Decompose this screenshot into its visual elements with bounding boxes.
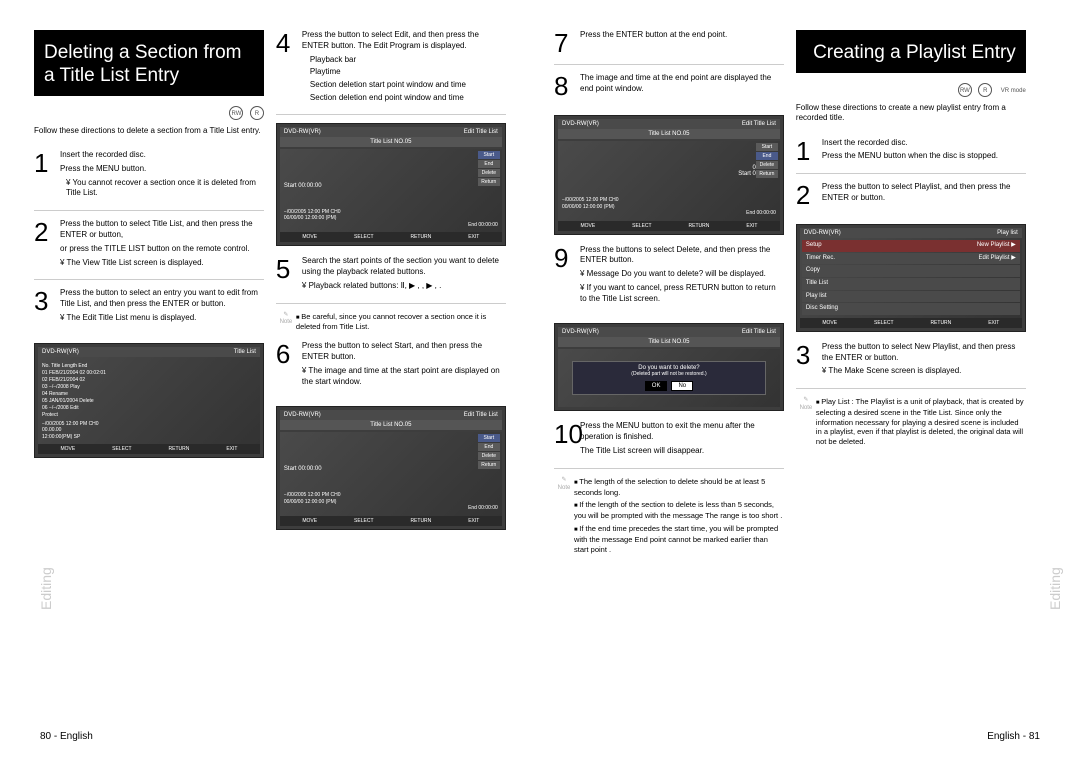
disc-icon-r: R [250, 106, 264, 120]
step-text: Press the button to select Start, and th… [302, 341, 506, 363]
step-7: 7 Press the ENTER button at the end poin… [554, 30, 784, 65]
step-1: 1 Insert the recorded disc. Press the ME… [34, 150, 264, 211]
intro-right: Follow these directions to create a new … [796, 103, 1026, 124]
step-text: Press the MENU button when the disc is s… [822, 151, 1026, 162]
pencil-icon: ✎ [796, 397, 816, 405]
step-note: ¥ The View Title List screen is displaye… [60, 258, 264, 269]
menu-row: Play list [802, 291, 1020, 303]
step-text: Press the button to select Edit, and the… [302, 30, 506, 52]
step-num: 4 [276, 30, 302, 56]
step-3: 3 Press the button to select an entry yo… [34, 288, 264, 334]
step-text: Press the buttons to select Delete, and … [580, 245, 784, 267]
step-text: Insert the recorded disc. [60, 150, 264, 161]
vr-mode-label: VR mode [1001, 88, 1026, 94]
disc-icon-rw: RW [229, 106, 243, 120]
col-4: Creating a Playlist Entry RW R VR mode F… [790, 30, 1032, 456]
step-note: ¥ If you want to cancel, press RETURN bu… [580, 283, 784, 305]
page-81: Editing 7 Press the ENTER button at the … [540, 30, 1060, 742]
step-4: 4 Press the button to select Edit, and t… [276, 30, 506, 115]
screenshot-edit-end: DVD-RW(VR) Edit Title List Title List NO… [554, 115, 784, 235]
intro-left: Follow these directions to delete a sect… [34, 126, 264, 136]
note-text: Play List : The Playlist is a unit of pl… [816, 397, 1026, 447]
section-title-right: Creating a Playlist Entry [796, 30, 1026, 73]
note-bottom: ✎Note The length of the selection to del… [554, 477, 784, 557]
step-text: Press the ENTER button at the end point. [580, 30, 784, 41]
step-bullet: Section deletion start point window and … [302, 80, 506, 91]
page-number-left: 80 - English [40, 731, 93, 742]
disc-icon-rw: RW [958, 83, 972, 97]
page-80: Editing Deleting a Section from a Title … [20, 30, 540, 742]
step-note: ¥ The Make Scene screen is displayed. [822, 366, 1026, 377]
note-text: If the length of the section to delete i… [574, 500, 784, 521]
col-1: Deleting a Section from a Title List Ent… [28, 30, 270, 468]
step-2: 2 Press the button to select Title List,… [34, 219, 264, 280]
step-bullet: Playtime [302, 67, 506, 78]
step-bullet: Playback bar [302, 55, 506, 66]
step-text: Press the button to select Title List, a… [60, 219, 264, 241]
step-note: ¥ Playback related buttons: Ⅱ, ▶ , , ▶ ,… [302, 281, 506, 292]
ok-button[interactable]: OK [645, 381, 668, 391]
pencil-icon: ✎ [554, 477, 574, 485]
step-10: 10 Press the MENU button to exit the men… [554, 421, 784, 468]
ss-table: No. Title Length End 01 FEB/21/2004 02 0… [42, 363, 256, 419]
screenshot-title-list: DVD-RW(VR) Title List No. Title Length E… [34, 343, 264, 459]
menu-row: Timer Rec.Edit Playlist ▶ [802, 253, 1020, 265]
step-6: 6 Press the button to select Start, and … [276, 341, 506, 398]
menu-row: Disc Setting [802, 303, 1020, 315]
col-3: 7 Press the ENTER button at the end poin… [548, 30, 790, 563]
step-r1: 1 Insert the recorded disc. Press the ME… [796, 138, 1026, 175]
pencil-icon: ✎ [276, 312, 296, 320]
step-5: 5 Search the start points of the section… [276, 256, 506, 303]
step-note: ¥ The Edit Title List menu is displayed. [60, 313, 264, 324]
step-num: 1 [34, 150, 60, 176]
menu-row: Title List [802, 278, 1020, 290]
section-title-left: Deleting a Section from a Title List Ent… [34, 30, 264, 96]
step-bullet: Section deletion end point window and ti… [302, 93, 506, 104]
no-button[interactable]: No [671, 381, 693, 391]
page-number-right: English - 81 [987, 731, 1040, 742]
step-text: The image and time at the end point are … [580, 73, 784, 95]
step-8: 8 The image and time at the end point ar… [554, 73, 784, 107]
step-text: Insert the recorded disc. [822, 138, 1026, 149]
note-text: If the end time precedes the start time,… [574, 524, 784, 554]
screenshot-playlist: DVD-RW(VR) Play list SetupNew Playlist ▶… [796, 224, 1026, 332]
step-text: The Title List screen will disappear. [580, 446, 784, 457]
col-2: 4 Press the button to select Edit, and t… [270, 30, 512, 540]
step-text: Press the MENU button to exit the menu a… [580, 421, 784, 443]
screenshot-edit-title-2: DVD-RW(VR) Edit Title List Title List NO… [276, 406, 506, 530]
side-label-right: Editing [1047, 567, 1063, 610]
note-playlist: ✎Note Play List : The Playlist is a unit… [796, 397, 1026, 450]
step-note: ¥ Message Do you want to delete? will be… [580, 269, 784, 280]
note-text: The length of the selection to delete sh… [574, 477, 784, 498]
step-r2: 2 Press the button to select Playlist, a… [796, 182, 1026, 216]
step-text: Press the MENU button. [60, 164, 264, 175]
note-caution: ✎Note Be careful, since you cannot recov… [276, 312, 506, 336]
step-text: Press the button to select Playlist, and… [822, 182, 1026, 204]
step-text: Press the button to select an entry you … [60, 288, 264, 310]
step-text: or press the TITLE LIST button on the re… [60, 244, 264, 255]
disc-icons-right: RW R VR mode [796, 79, 1026, 97]
step-note: ¥ You cannot recover a section once it i… [60, 178, 264, 200]
side-label-left: Editing [38, 567, 54, 610]
step-r3: 3 Press the button to select New Playlis… [796, 342, 1026, 389]
step-num: 2 [34, 219, 60, 245]
screenshot-dialog: DVD-RW(VR) Edit Title List Title List NO… [554, 323, 784, 411]
note-text: Be careful, since you cannot recover a s… [296, 312, 506, 333]
step-9: 9 Press the buttons to select Delete, an… [554, 245, 784, 316]
menu-row: SetupNew Playlist ▶ [802, 240, 1020, 252]
disc-icon-r: R [978, 83, 992, 97]
step-note: ¥ The image and time at the start point … [302, 366, 506, 388]
step-num: 3 [34, 288, 60, 314]
menu-row: Copy [802, 265, 1020, 277]
screenshot-edit-title-1: DVD-RW(VR) Edit Title List Title List NO… [276, 123, 506, 247]
ss-header-l: DVD-RW(VR) [42, 349, 79, 355]
step-text: Search the start points of the section y… [302, 256, 506, 278]
step-text: Press the button to select New Playlist,… [822, 342, 1026, 364]
ss-header-r: Title List [234, 349, 256, 355]
disc-icons-left: RW R [34, 102, 264, 120]
